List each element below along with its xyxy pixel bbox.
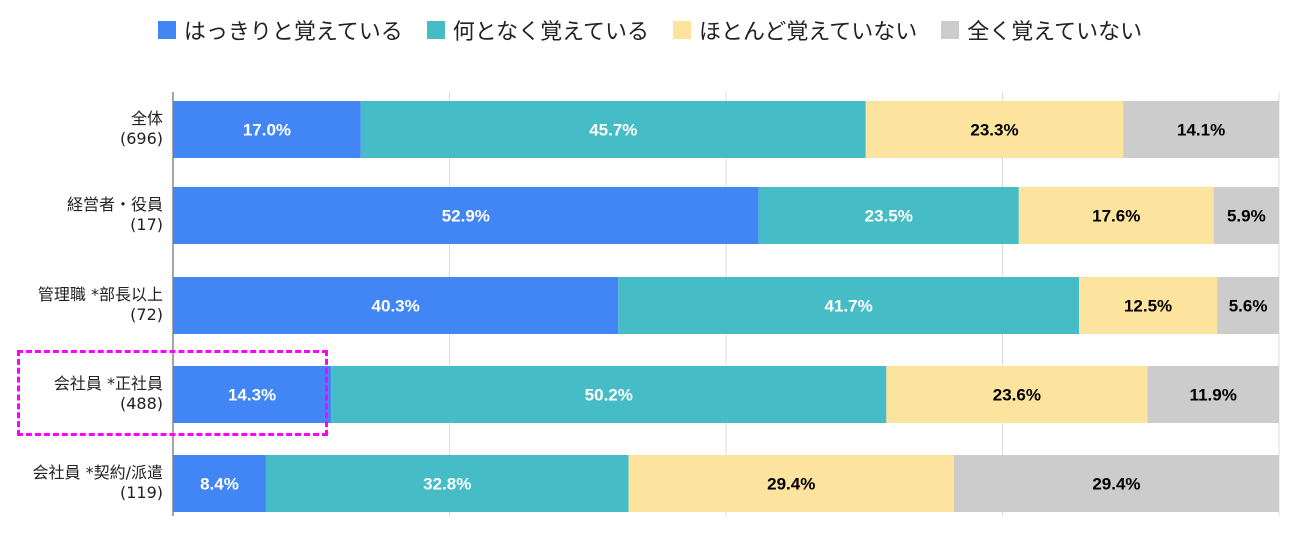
bar-segment: [173, 366, 332, 423]
category-name: 会社員 *契約/派遣: [32, 462, 163, 482]
bar-segment: [1123, 101, 1279, 158]
category-count: (696): [119, 128, 163, 148]
category-label: 全体 (696): [120, 109, 163, 149]
data-label: 52.9%: [442, 207, 490, 226]
data-label: 14.3%: [228, 386, 276, 405]
data-label: 50.2%: [585, 386, 633, 405]
legend: はっきりと覚えている 何となく覚えている ほとんど覚えていない 全く覚えていない: [0, 14, 1300, 46]
category-label: 経営者・役員 (17): [67, 195, 163, 235]
legend-item: はっきりと覚えている: [157, 14, 403, 46]
bar-segment: [173, 101, 361, 158]
category-count: (72): [130, 304, 163, 324]
bar-segment: [1213, 187, 1279, 244]
legend-label: はっきりと覚えている: [183, 20, 403, 45]
category-label: 会社員 *契約/派遣 (119): [33, 463, 163, 503]
category-name: 全体: [130, 108, 163, 128]
bar-segment: [173, 455, 266, 512]
legend-label: 何となく覚えている: [452, 20, 649, 45]
highlight-box: [17, 350, 328, 436]
bar-segment: [1018, 187, 1214, 244]
bar-segment: [1217, 277, 1279, 334]
bar-segment: [1147, 366, 1279, 423]
legend-label: 全く覚えていない: [967, 20, 1143, 45]
data-label: 5.9%: [1227, 207, 1266, 226]
data-label: 14.1%: [1177, 121, 1225, 140]
data-label: 17.6%: [1092, 207, 1140, 226]
category-name: 経営者・役員: [66, 194, 163, 214]
data-label: 23.5%: [865, 207, 913, 226]
category-count: (17): [130, 214, 163, 234]
data-label: 11.9%: [1190, 386, 1237, 405]
bar-segment: [1079, 277, 1218, 334]
bar-segment: [360, 101, 866, 158]
legend-item: 全く覚えていない: [941, 14, 1142, 46]
data-label: 41.7%: [825, 297, 873, 316]
bar-segment: [331, 366, 887, 423]
legend-label: ほとんど覚えていない: [699, 20, 918, 45]
data-label: 29.4%: [767, 475, 815, 494]
category-label: 管理職 *部長以上 (72): [38, 285, 163, 325]
bar-segment: [865, 101, 1124, 158]
legend-swatch: [673, 21, 691, 39]
bar-segment: [628, 455, 954, 512]
data-label: 23.6%: [993, 386, 1041, 405]
bar-segment: [173, 277, 619, 334]
data-label: 23.3%: [970, 121, 1018, 140]
legend-swatch: [157, 21, 176, 39]
bar-segment: [173, 187, 759, 244]
data-label: 17.0%: [243, 121, 291, 140]
data-label: 8.4%: [200, 475, 239, 494]
bar-segment: [886, 366, 1148, 423]
category-count: (119): [119, 482, 163, 502]
category-count: (488): [119, 393, 163, 413]
data-label: 29.4%: [1092, 475, 1140, 494]
category-name: 管理職 *部長以上: [37, 284, 163, 304]
legend-item: ほとんど覚えていない: [673, 14, 917, 46]
bar-segment: [953, 455, 1279, 512]
category-label: 会社員 *正社員 (488): [54, 374, 163, 414]
legend-item: 何となく覚えている: [426, 14, 649, 46]
data-label: 45.7%: [589, 121, 637, 140]
bar-segment: [618, 277, 1080, 334]
data-label: 12.5%: [1124, 297, 1172, 316]
data-label: 5.6%: [1229, 297, 1268, 316]
legend-swatch: [941, 21, 960, 39]
data-label: 40.3%: [372, 297, 420, 316]
bar-segment: [758, 187, 1019, 244]
data-label: 32.8%: [423, 475, 471, 494]
category-name: 会社員 *正社員: [53, 373, 163, 393]
bar-segment: [265, 455, 629, 512]
legend-swatch: [426, 21, 445, 39]
